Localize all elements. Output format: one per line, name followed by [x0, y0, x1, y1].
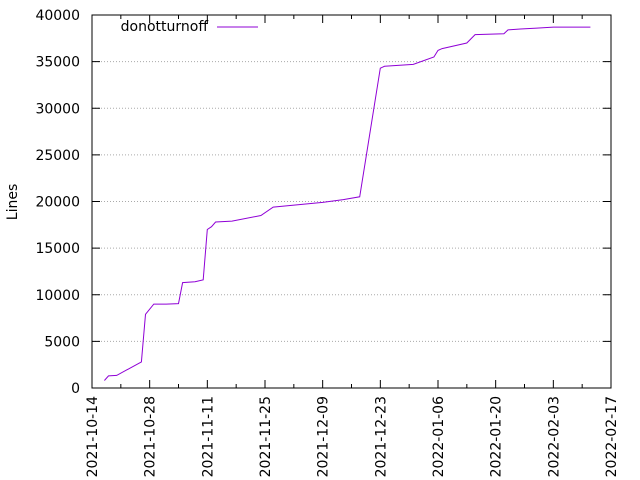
y-tick-labels: 0 5000 10000 15000 20000 25000 30000 35000 40000	[35, 8, 80, 397]
x-tick-label: 2021-10-14	[85, 396, 101, 477]
x-tick-label: 2021-11-11	[200, 396, 216, 477]
x-tick-label: 2022-01-06	[431, 396, 447, 477]
x-tick-labels: 2021-10-14 2021-10-28 2021-11-11 2021-11-25…	[85, 396, 620, 477]
x-tick-label: 2021-10-28	[143, 396, 159, 477]
y-tick-label: 15000	[35, 241, 80, 257]
y-tick-label: 10000	[35, 288, 80, 304]
x-tick-label: 2022-01-20	[489, 396, 505, 477]
x-tick-label: 2021-12-23	[373, 396, 389, 477]
y-tick-label: 30000	[35, 101, 80, 117]
y-tick-label: 40000	[35, 8, 80, 24]
legend: donotturnoff	[121, 19, 258, 35]
x-tick-label: 2021-12-09	[316, 396, 332, 477]
legend-label: donotturnoff	[121, 19, 209, 35]
y-axis-label: Lines	[5, 184, 21, 220]
y-tick-label: 20000	[35, 195, 80, 211]
x-tick-label: 2022-02-03	[546, 396, 562, 477]
y-tick-label: 0	[71, 381, 80, 397]
y-tick-label: 5000	[44, 334, 80, 350]
grid-lines	[92, 61, 611, 342]
y-tick-label: 35000	[35, 55, 80, 71]
y-tick-label: 25000	[35, 148, 80, 164]
series-line	[104, 26, 591, 381]
series-layer	[104, 26, 591, 381]
x-tick-label: 2021-11-25	[258, 396, 274, 477]
x-tick-label: 2022-02-17	[604, 396, 620, 477]
ticks	[91, 14, 612, 389]
